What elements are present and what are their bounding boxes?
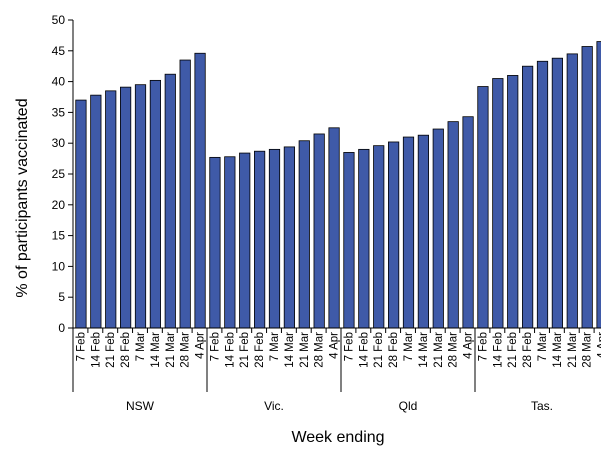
bar (492, 78, 504, 329)
group-label: Tas. (531, 399, 553, 413)
x-tick-label: 14 Feb (358, 332, 370, 368)
x-tick-label: 7 Mar (269, 332, 281, 362)
bar (179, 59, 191, 329)
bar (209, 156, 221, 329)
bar (462, 116, 474, 329)
bar (358, 148, 370, 329)
x-tick-label: 7 Mar (135, 332, 147, 362)
bar (254, 150, 266, 329)
bar (373, 145, 385, 329)
y-tick-label: 10 (52, 259, 66, 273)
x-tick-label: 7 Feb (477, 332, 489, 361)
x-tick-label: 28 Mar (180, 332, 192, 368)
bar (417, 134, 429, 329)
bar (388, 141, 400, 329)
group-label: NSW (126, 399, 155, 413)
x-tick-label: 4 Apr (463, 332, 475, 359)
bar (224, 156, 236, 329)
bar (105, 90, 117, 329)
x-tick-label: 28 Mar (314, 332, 326, 368)
x-axis-label: Week ending (291, 429, 384, 446)
bar (566, 53, 578, 329)
x-tick-label: 14 Mar (150, 332, 162, 368)
x-tick-label: 7 Mar (403, 332, 415, 362)
bar (328, 127, 340, 329)
bars (75, 41, 601, 329)
x-tick-label: 21 Mar (567, 332, 579, 368)
bar (522, 65, 534, 329)
x-tick-label: 14 Feb (90, 332, 102, 368)
x-tick-label: 28 Feb (522, 332, 534, 368)
bar (477, 86, 489, 329)
y-axis: 0 5 10 15 20 25 30 35 40 45 50 (52, 13, 74, 335)
x-axis: 7 Feb 14 Feb 21 Feb 28 Feb 7 Mar 14 Mar 21 Mar… (72, 327, 601, 413)
bar (596, 41, 601, 329)
x-tick-label: 7 Feb (75, 332, 87, 361)
y-tick-label: 25 (52, 167, 66, 181)
bar (120, 86, 132, 329)
bar (507, 75, 519, 329)
x-tick-label: 14 Mar (418, 332, 430, 368)
y-tick-label: 5 (58, 290, 65, 304)
x-tick-label: 21 Feb (105, 332, 117, 368)
x-tick-label: 14 Feb (224, 332, 236, 368)
bar (164, 73, 176, 329)
y-tick-label: 15 (52, 229, 66, 243)
bar (432, 128, 444, 329)
bar (343, 152, 355, 329)
bar (536, 60, 549, 329)
x-tick-label: 4 Apr (597, 332, 601, 359)
bar (268, 148, 281, 329)
x-tick-label: 28 Mar (448, 332, 460, 368)
x-tick-label: 4 Apr (195, 332, 207, 359)
x-tick-label: 7 Feb (343, 332, 355, 361)
x-tick-label: 28 Mar (582, 332, 594, 368)
bar (90, 94, 102, 329)
bar (283, 146, 295, 329)
bar (447, 121, 459, 329)
x-tick-label: 7 Mar (537, 332, 549, 362)
group-label: Qld (399, 399, 418, 413)
x-tick-label: 28 Feb (254, 332, 266, 368)
bar (402, 136, 415, 329)
x-tick-label: 28 Feb (388, 332, 400, 368)
bar (149, 79, 161, 329)
x-tick-label: 21 Mar (299, 332, 311, 368)
x-tick-label: 21 Feb (239, 332, 251, 368)
x-tick-label: 21 Feb (373, 332, 385, 368)
x-tick-label: 4 Apr (329, 332, 341, 359)
group-label: Vic. (264, 399, 284, 413)
x-tick-label: 14 Mar (552, 332, 564, 368)
y-tick-label: 20 (52, 198, 66, 212)
y-tick-label: 45 (52, 44, 66, 58)
bar (313, 133, 325, 329)
bar (551, 57, 563, 329)
bar (75, 99, 87, 329)
x-tick-label: 14 Mar (284, 332, 296, 368)
bar (134, 84, 147, 329)
x-tick-label: 28 Feb (120, 332, 132, 368)
x-tick-label: 21 Mar (165, 332, 177, 368)
y-tick-label: 40 (52, 75, 66, 89)
x-tick-label: 7 Feb (209, 332, 221, 361)
y-tick-label: 0 (58, 321, 65, 335)
x-tick-label: 21 Mar (433, 332, 445, 368)
y-tick-label: 30 (52, 136, 66, 150)
y-tick-label: 35 (52, 105, 66, 119)
y-tick-label: 50 (52, 13, 66, 27)
bar (194, 52, 206, 329)
y-axis-label: % of participants vaccinated (14, 98, 31, 297)
x-tick-label: 21 Feb (507, 332, 519, 368)
bar (581, 46, 593, 329)
x-tick-label: 14 Feb (492, 332, 504, 368)
bar (239, 152, 251, 329)
bar (298, 140, 310, 329)
